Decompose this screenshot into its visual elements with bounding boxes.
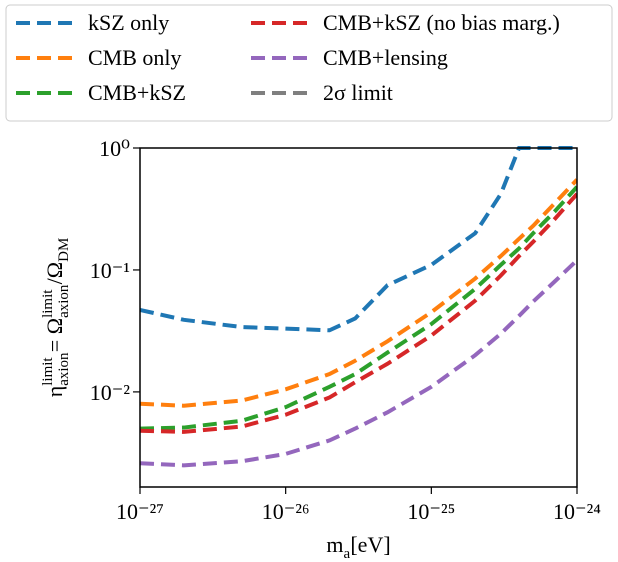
y-tick-label: 10⁻²	[90, 380, 131, 405]
legend-label: CMB only	[88, 45, 182, 70]
y-tick-label: 10⁻¹	[90, 258, 130, 283]
ylabel-sup: limit	[40, 289, 56, 318]
series-line	[140, 192, 577, 434]
legend-label: CMB+kSZ	[88, 80, 186, 105]
ylabel-sup: limit	[40, 357, 56, 386]
x-tick-label: 10⁻²⁵	[407, 499, 455, 524]
plot-frame	[139, 147, 578, 488]
ylabel-sub: DM	[56, 238, 72, 262]
series-line	[140, 258, 577, 468]
ylabel: ηaxionlimit = Ωaxionlimit /ΩDM	[40, 238, 72, 398]
ylabel-sub: axion	[56, 284, 72, 318]
ylabel-sub: axion	[56, 352, 72, 386]
ylabel-text: η	[42, 386, 67, 398]
legend-label: CMB+kSZ (no bias marg.)	[323, 10, 560, 35]
x-tick-label: 10⁻²⁶	[262, 499, 310, 524]
ylabel-text: /Ω	[42, 262, 67, 284]
series-line	[140, 146, 577, 333]
xlabel-sub: a	[343, 546, 350, 562]
legend-box	[5, 4, 613, 122]
y-tick-label: 10⁰	[99, 136, 130, 161]
series-line	[140, 185, 577, 431]
legend-label: 2σ limit	[323, 80, 393, 105]
x-tick-label: 10⁻²⁴	[553, 499, 601, 524]
ylabel-text: = Ω	[42, 318, 67, 352]
legend-label: CMB+lensing	[323, 45, 448, 70]
xlabel-text: [eV]	[350, 532, 390, 557]
x-tick-label: 10⁻²⁷	[116, 499, 164, 524]
xlabel: ma [eV]	[326, 532, 390, 562]
xlabel-text: m	[326, 532, 343, 557]
series-line	[140, 178, 577, 408]
legend-label: kSZ only	[88, 10, 169, 35]
